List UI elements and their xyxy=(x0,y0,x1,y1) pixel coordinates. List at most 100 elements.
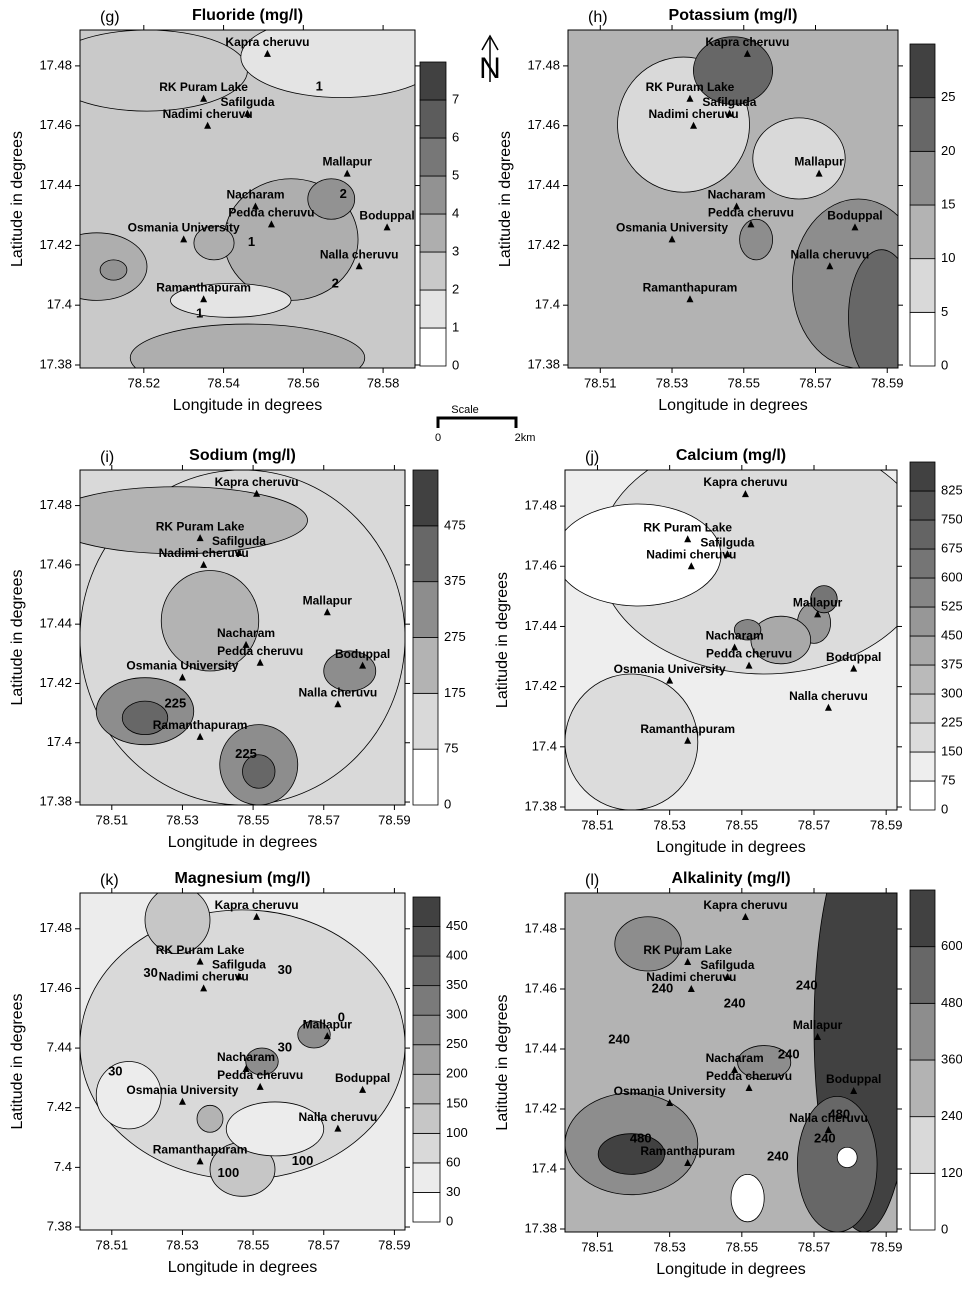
contour-label: 2 xyxy=(340,186,347,201)
x-axis-label: Longitude in degrees xyxy=(173,397,322,414)
station-label: Osmania University xyxy=(128,221,240,235)
station-label: Boduppal xyxy=(827,209,882,223)
contour-field xyxy=(568,30,898,368)
colorbar-band xyxy=(909,548,936,579)
colorbar-band xyxy=(909,577,936,608)
station-label: Pedda cheruvu xyxy=(228,206,314,220)
station-label: RK Puram Lake xyxy=(156,943,245,957)
colorbar-label: 0 xyxy=(444,796,451,811)
contour-label: 240 xyxy=(652,980,674,995)
colorbar-band xyxy=(412,926,441,957)
station-marker xyxy=(686,94,694,102)
colorbar-label: 600 xyxy=(941,569,962,584)
x-tick-label: 78.59 xyxy=(378,1237,411,1252)
station-marker xyxy=(725,109,733,117)
contour-field xyxy=(80,30,415,368)
colorbar-band xyxy=(412,692,439,750)
contour-region xyxy=(170,283,292,318)
station-label: Nacharam xyxy=(706,629,764,643)
station-marker xyxy=(242,640,250,648)
colorbar-label: 25 xyxy=(941,89,955,104)
colorbar-label: 5 xyxy=(452,167,459,182)
station-label: Nadimi cheruvu xyxy=(646,970,736,984)
station-marker xyxy=(687,985,695,992)
contour-label: 100 xyxy=(218,1165,240,1180)
colorbar-band xyxy=(909,311,936,367)
colorbar-band xyxy=(909,722,936,753)
chart-title: Magnesium (mg/l) xyxy=(174,870,310,887)
colorbar-band xyxy=(909,490,936,521)
x-tick-label: 78.55 xyxy=(726,817,759,832)
colorbar-label: 120 xyxy=(941,1165,962,1180)
contour-label: 1 xyxy=(196,306,203,321)
station-marker xyxy=(196,534,204,542)
station-label: Ramanthapuram xyxy=(156,280,251,294)
x-tick-label: 78.58 xyxy=(367,375,400,390)
station-label: Safilguda xyxy=(702,95,756,109)
colorbar-band xyxy=(909,946,936,1004)
y-tick-label: 17.38 xyxy=(527,356,560,371)
station-marker xyxy=(690,121,698,129)
contour-field xyxy=(80,470,405,805)
station-marker xyxy=(826,262,834,270)
contour-region xyxy=(836,1146,858,1168)
station-marker xyxy=(244,109,251,117)
contour-label: 0 xyxy=(338,1010,345,1025)
contour-region xyxy=(733,619,762,641)
station-marker xyxy=(355,262,363,270)
station-marker xyxy=(253,912,261,920)
colorbar-band xyxy=(909,519,936,550)
colorbar-band xyxy=(909,258,936,313)
colorbar-label: 360 xyxy=(941,1051,962,1066)
north-label: N xyxy=(479,52,501,85)
contour-label: 100 xyxy=(292,1153,314,1168)
colorbar-label: 240 xyxy=(941,1108,962,1123)
station-marker xyxy=(684,736,692,744)
station-label: Kapra cheruvu xyxy=(703,475,787,489)
contour-region xyxy=(99,259,128,281)
station-label: Mallapur xyxy=(794,155,844,169)
contour-label: 30 xyxy=(108,1063,122,1078)
y-axis-label: Latitude in degrees xyxy=(9,993,26,1129)
colorbar-band xyxy=(909,97,936,152)
colorbar-label: 600 xyxy=(941,938,962,953)
x-tick-label: 78.59 xyxy=(870,817,903,832)
colorbar-band xyxy=(909,889,936,948)
colorbar-label: 175 xyxy=(444,685,466,700)
plot-frame xyxy=(567,29,899,369)
colorbar-band xyxy=(419,137,447,177)
y-axis-label: Latitude in degrees xyxy=(494,572,511,708)
contour-field xyxy=(80,893,405,1230)
colorbar-label: 250 xyxy=(446,1036,468,1051)
colorbar-band xyxy=(909,150,936,206)
colorbar-band xyxy=(909,461,936,492)
station-label: Pedda cheruvu xyxy=(706,1069,792,1083)
scale-title: Scale xyxy=(451,404,479,416)
y-tick-label: 17.48 xyxy=(39,920,72,935)
station-marker xyxy=(684,958,692,965)
station-label: Nadimi cheruvu xyxy=(163,107,253,121)
station-label: Osmania University xyxy=(126,659,238,673)
contour-label: 240 xyxy=(767,1148,789,1163)
station-marker xyxy=(242,1064,250,1072)
contour-label: 480 xyxy=(630,1130,652,1145)
chart-title: Fluoride (mg/l) xyxy=(192,7,303,24)
station-label: RK Puram Lake xyxy=(643,943,732,957)
plot-frame xyxy=(79,29,416,369)
colorbar-band xyxy=(412,1073,441,1105)
contour-region xyxy=(160,570,260,672)
station-marker xyxy=(383,223,391,231)
station-marker xyxy=(178,1097,186,1105)
y-tick-label: 17.38 xyxy=(524,1220,557,1235)
station-label: Kapra cheruvu xyxy=(705,35,789,49)
y-tick-label: 17.44 xyxy=(527,177,560,192)
contour-label: 2 xyxy=(332,276,339,291)
station-label: Osmania University xyxy=(126,1083,238,1097)
station-marker xyxy=(850,1087,858,1094)
station-marker xyxy=(235,549,243,557)
station-label: Safilguda xyxy=(700,535,754,549)
y-tick-label: 17.42 xyxy=(39,675,72,690)
station-label: RK Puram Lake xyxy=(156,519,245,533)
colorbar-band xyxy=(909,635,936,666)
